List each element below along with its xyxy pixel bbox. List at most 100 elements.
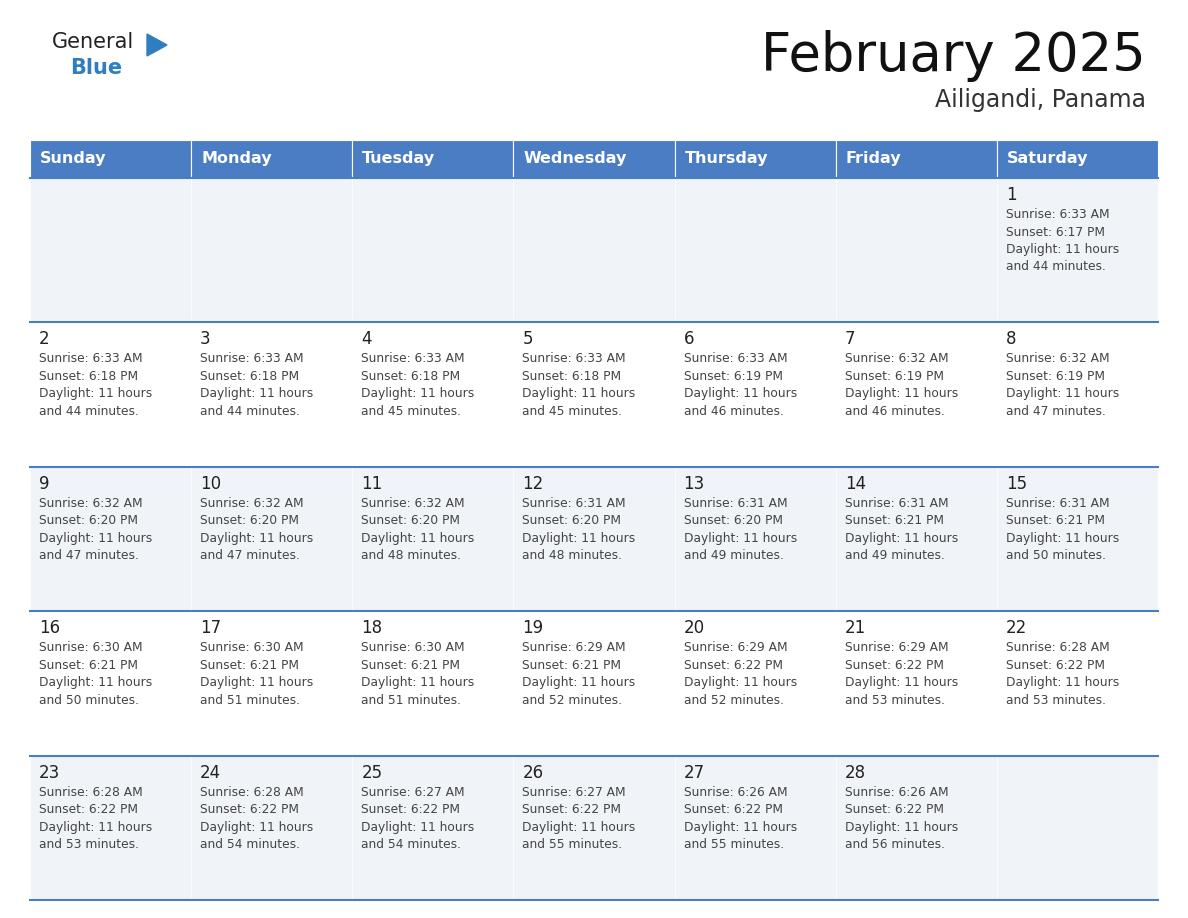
Bar (835, 140, 997, 178)
Text: February 2025: February 2025 (762, 30, 1146, 82)
Bar (191, 322, 353, 466)
Text: Daylight: 11 hours: Daylight: 11 hours (845, 387, 958, 400)
Text: Daylight: 11 hours: Daylight: 11 hours (39, 532, 152, 544)
Text: Daylight: 11 hours: Daylight: 11 hours (683, 532, 797, 544)
Bar (30, 756, 191, 900)
Text: Daylight: 11 hours: Daylight: 11 hours (845, 677, 958, 689)
Text: and 51 minutes.: and 51 minutes. (361, 694, 461, 707)
Bar (997, 611, 1158, 756)
Text: and 50 minutes.: and 50 minutes. (1006, 549, 1106, 563)
Bar (30, 178, 191, 322)
Bar (675, 322, 835, 466)
Text: and 45 minutes.: and 45 minutes. (361, 405, 461, 418)
Bar (353, 322, 513, 466)
Text: Sunset: 6:21 PM: Sunset: 6:21 PM (523, 659, 621, 672)
Text: Sunset: 6:21 PM: Sunset: 6:21 PM (361, 659, 460, 672)
Text: 15: 15 (1006, 475, 1026, 493)
Bar (353, 756, 513, 900)
Text: Sunrise: 6:29 AM: Sunrise: 6:29 AM (683, 641, 788, 655)
Text: Daylight: 11 hours: Daylight: 11 hours (39, 821, 152, 834)
Bar (997, 466, 1158, 611)
Text: 22: 22 (1006, 620, 1028, 637)
Text: and 46 minutes.: and 46 minutes. (845, 405, 944, 418)
Text: 1: 1 (1006, 186, 1017, 204)
Text: Sunrise: 6:27 AM: Sunrise: 6:27 AM (361, 786, 465, 799)
Text: Wednesday: Wednesday (524, 151, 627, 166)
Text: and 54 minutes.: and 54 minutes. (361, 838, 461, 851)
Bar (997, 140, 1158, 178)
Text: Sunrise: 6:33 AM: Sunrise: 6:33 AM (1006, 208, 1110, 221)
Text: Sunset: 6:22 PM: Sunset: 6:22 PM (845, 659, 943, 672)
Text: Sunrise: 6:33 AM: Sunrise: 6:33 AM (683, 353, 788, 365)
Bar (353, 611, 513, 756)
Bar (191, 140, 353, 178)
Text: Monday: Monday (201, 151, 272, 166)
Text: 27: 27 (683, 764, 704, 781)
Text: Sunrise: 6:28 AM: Sunrise: 6:28 AM (200, 786, 304, 799)
Bar (675, 756, 835, 900)
Bar (513, 322, 675, 466)
Text: Daylight: 11 hours: Daylight: 11 hours (523, 821, 636, 834)
Text: Sunrise: 6:31 AM: Sunrise: 6:31 AM (683, 497, 788, 509)
Text: and 52 minutes.: and 52 minutes. (683, 694, 784, 707)
Text: Sunrise: 6:32 AM: Sunrise: 6:32 AM (1006, 353, 1110, 365)
Text: 21: 21 (845, 620, 866, 637)
Text: Blue: Blue (70, 58, 122, 78)
Text: Daylight: 11 hours: Daylight: 11 hours (1006, 243, 1119, 256)
Text: Sunset: 6:22 PM: Sunset: 6:22 PM (683, 659, 783, 672)
Text: 16: 16 (39, 620, 61, 637)
Text: Sunrise: 6:30 AM: Sunrise: 6:30 AM (361, 641, 465, 655)
Text: 23: 23 (39, 764, 61, 781)
Text: Daylight: 11 hours: Daylight: 11 hours (200, 677, 314, 689)
Bar (835, 466, 997, 611)
Text: Sunrise: 6:26 AM: Sunrise: 6:26 AM (683, 786, 788, 799)
Text: Daylight: 11 hours: Daylight: 11 hours (200, 532, 314, 544)
Text: Sunset: 6:22 PM: Sunset: 6:22 PM (683, 803, 783, 816)
Bar (675, 178, 835, 322)
Text: Sunrise: 6:30 AM: Sunrise: 6:30 AM (39, 641, 143, 655)
Text: Daylight: 11 hours: Daylight: 11 hours (523, 387, 636, 400)
Text: Sunset: 6:21 PM: Sunset: 6:21 PM (845, 514, 943, 527)
Text: 20: 20 (683, 620, 704, 637)
Bar (675, 466, 835, 611)
Text: Daylight: 11 hours: Daylight: 11 hours (361, 532, 474, 544)
Text: Sunrise: 6:27 AM: Sunrise: 6:27 AM (523, 786, 626, 799)
Text: 12: 12 (523, 475, 544, 493)
Text: 6: 6 (683, 330, 694, 349)
Text: and 48 minutes.: and 48 minutes. (523, 549, 623, 563)
Text: 17: 17 (200, 620, 221, 637)
Text: and 53 minutes.: and 53 minutes. (39, 838, 139, 851)
Text: 7: 7 (845, 330, 855, 349)
Text: and 54 minutes.: and 54 minutes. (200, 838, 301, 851)
Polygon shape (147, 34, 168, 56)
Text: Daylight: 11 hours: Daylight: 11 hours (39, 677, 152, 689)
Text: General: General (52, 32, 134, 52)
Text: and 50 minutes.: and 50 minutes. (39, 694, 139, 707)
Text: Sunset: 6:21 PM: Sunset: 6:21 PM (39, 659, 138, 672)
Bar (997, 178, 1158, 322)
Text: Daylight: 11 hours: Daylight: 11 hours (683, 821, 797, 834)
Text: 14: 14 (845, 475, 866, 493)
Text: and 53 minutes.: and 53 minutes. (1006, 694, 1106, 707)
Text: Sunrise: 6:32 AM: Sunrise: 6:32 AM (845, 353, 948, 365)
Text: Sunrise: 6:29 AM: Sunrise: 6:29 AM (845, 641, 948, 655)
Text: Ailigandi, Panama: Ailigandi, Panama (935, 88, 1146, 112)
Bar (513, 140, 675, 178)
Text: Sunset: 6:18 PM: Sunset: 6:18 PM (361, 370, 461, 383)
Bar (835, 322, 997, 466)
Text: Sunset: 6:19 PM: Sunset: 6:19 PM (683, 370, 783, 383)
Text: Sunset: 6:22 PM: Sunset: 6:22 PM (200, 803, 299, 816)
Text: Sunrise: 6:28 AM: Sunrise: 6:28 AM (1006, 641, 1110, 655)
Text: Saturday: Saturday (1007, 151, 1088, 166)
Text: Sunset: 6:20 PM: Sunset: 6:20 PM (39, 514, 138, 527)
Text: Sunrise: 6:32 AM: Sunrise: 6:32 AM (39, 497, 143, 509)
Text: and 48 minutes.: and 48 minutes. (361, 549, 461, 563)
Text: Daylight: 11 hours: Daylight: 11 hours (361, 677, 474, 689)
Text: Daylight: 11 hours: Daylight: 11 hours (39, 387, 152, 400)
Text: Thursday: Thursday (684, 151, 769, 166)
Bar (30, 611, 191, 756)
Text: Sunrise: 6:30 AM: Sunrise: 6:30 AM (200, 641, 304, 655)
Text: Sunset: 6:22 PM: Sunset: 6:22 PM (1006, 659, 1105, 672)
Text: Daylight: 11 hours: Daylight: 11 hours (523, 532, 636, 544)
Text: and 47 minutes.: and 47 minutes. (200, 549, 301, 563)
